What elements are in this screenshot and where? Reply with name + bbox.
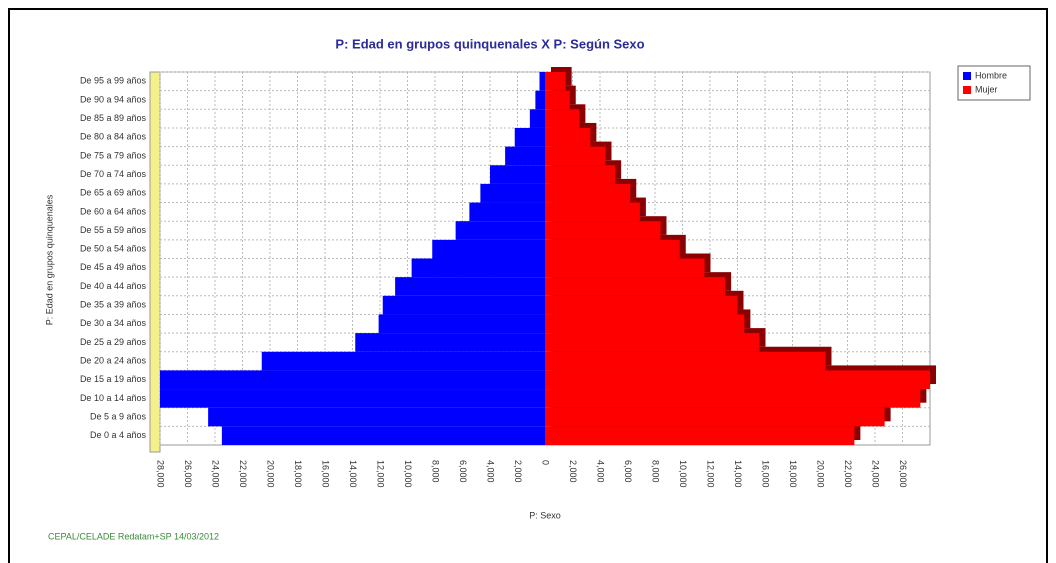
chart-title: P: Edad en grupos quinquenales X P: Segú…: [335, 36, 644, 51]
x-tick-label: 26,000: [183, 460, 193, 488]
y-tick-label: De 45 a 49 años: [80, 262, 147, 272]
bar: [545, 183, 631, 203]
x-axis-label: P: Sexo: [529, 510, 561, 520]
y-tick-label: De 90 a 94 años: [80, 94, 147, 104]
bar: [545, 407, 885, 427]
x-tick-label: 2,000: [568, 460, 578, 483]
bar: [545, 277, 726, 296]
y-tick-label: De 95 a 99 años: [80, 76, 147, 86]
y-tick-label: De 20 a 24 años: [80, 355, 147, 365]
y-tick-label: De 60 a 64 años: [80, 206, 147, 216]
bar: [545, 165, 616, 184]
bar: [395, 277, 545, 296]
y-tick-label: De 50 a 54 años: [80, 244, 147, 254]
y-tick-label: De 35 a 39 años: [80, 300, 147, 310]
legend-swatch: [963, 86, 971, 94]
x-tick-label: 10,000: [403, 460, 413, 488]
x-tick-label: 16,000: [761, 460, 771, 488]
bar: [545, 426, 855, 445]
x-tick-label: 20,000: [266, 460, 276, 488]
x-tick-label: 0: [541, 460, 551, 465]
bar: [545, 202, 640, 222]
bar: [545, 90, 570, 110]
x-tick-label: 24,000: [871, 460, 881, 488]
bar: [545, 333, 760, 352]
bar: [378, 314, 545, 334]
bar: [545, 239, 680, 259]
bar: [160, 389, 545, 408]
x-tick-label: 12,000: [376, 460, 386, 488]
legend-swatch: [963, 72, 971, 80]
y-tick-label: De 25 a 29 años: [80, 337, 147, 347]
bar: [455, 221, 545, 240]
y-tick-label: De 85 a 89 años: [80, 113, 147, 123]
side-wall: [149, 71, 161, 453]
x-tick-label: 22,000: [843, 460, 853, 488]
bar: [545, 314, 745, 334]
x-tick-label: 4,000: [486, 460, 496, 483]
bar: [529, 109, 545, 128]
x-tick-label: 18,000: [788, 460, 798, 488]
bar: [539, 72, 545, 91]
x-tick-label: 8,000: [651, 460, 661, 483]
bar: [545, 221, 661, 240]
x-tick-label: 8,000: [431, 460, 441, 483]
bar: [545, 72, 566, 91]
x-tick-label: 4,000: [596, 460, 606, 483]
x-tick-label: 22,000: [238, 460, 248, 488]
bar: [545, 109, 580, 128]
y-tick-label: De 15 a 19 años: [80, 374, 147, 384]
y-tick-label: De 55 a 59 años: [80, 225, 147, 235]
legend-label: Hombre: [975, 70, 1007, 80]
bar: [535, 90, 545, 110]
bar: [382, 295, 545, 315]
legend-label: Mujer: [975, 84, 998, 94]
bar: [261, 351, 545, 371]
bar: [514, 127, 545, 147]
legend: [957, 65, 1031, 101]
bar: [480, 183, 545, 203]
y-tick-label: De 5 a 9 años: [90, 411, 147, 421]
y-tick-label: De 75 a 79 años: [80, 150, 147, 160]
bar: [545, 370, 930, 390]
bar: [160, 370, 545, 390]
bar: [490, 165, 545, 184]
x-tick-label: 18,000: [293, 460, 303, 488]
y-tick-label: De 30 a 34 años: [80, 318, 147, 328]
y-tick-label: De 10 a 14 años: [80, 393, 147, 403]
x-tick-label: 14,000: [733, 460, 743, 488]
y-tick-label: De 40 a 44 años: [80, 281, 147, 291]
bar: [545, 351, 826, 371]
y-tick-label: De 0 a 4 años: [90, 430, 147, 440]
bar: [432, 239, 545, 259]
x-tick-label: 2,000: [513, 460, 523, 483]
bar: [505, 146, 545, 166]
bar: [545, 146, 606, 166]
y-tick-label: De 65 a 69 años: [80, 188, 147, 198]
x-tick-label: 26,000: [898, 460, 908, 488]
x-tick-label: 6,000: [458, 460, 468, 483]
x-tick-label: 10,000: [678, 460, 688, 488]
bar: [411, 258, 545, 278]
bar: [545, 258, 705, 278]
y-axis-label: P: Edad en grupos quinquenales: [44, 194, 54, 325]
bar: [545, 127, 591, 147]
bar: [545, 389, 921, 408]
bar: [208, 407, 545, 427]
x-tick-label: 16,000: [321, 460, 331, 488]
x-tick-label: 24,000: [211, 460, 221, 488]
bar: [355, 333, 545, 352]
y-tick-label: De 80 a 84 años: [80, 132, 147, 142]
bar: [545, 295, 738, 315]
x-tick-label: 12,000: [706, 460, 716, 488]
x-tick-label: 6,000: [623, 460, 633, 483]
x-tick-label: 14,000: [348, 460, 358, 488]
footer: CEPAL/CELADE Redatam+SP 14/03/2012: [48, 531, 219, 541]
x-tick-label: 20,000: [816, 460, 826, 488]
x-tick-label: 28,000: [156, 460, 166, 488]
bar: [221, 426, 545, 445]
bar: [469, 202, 545, 222]
y-tick-label: De 70 a 74 años: [80, 169, 147, 179]
